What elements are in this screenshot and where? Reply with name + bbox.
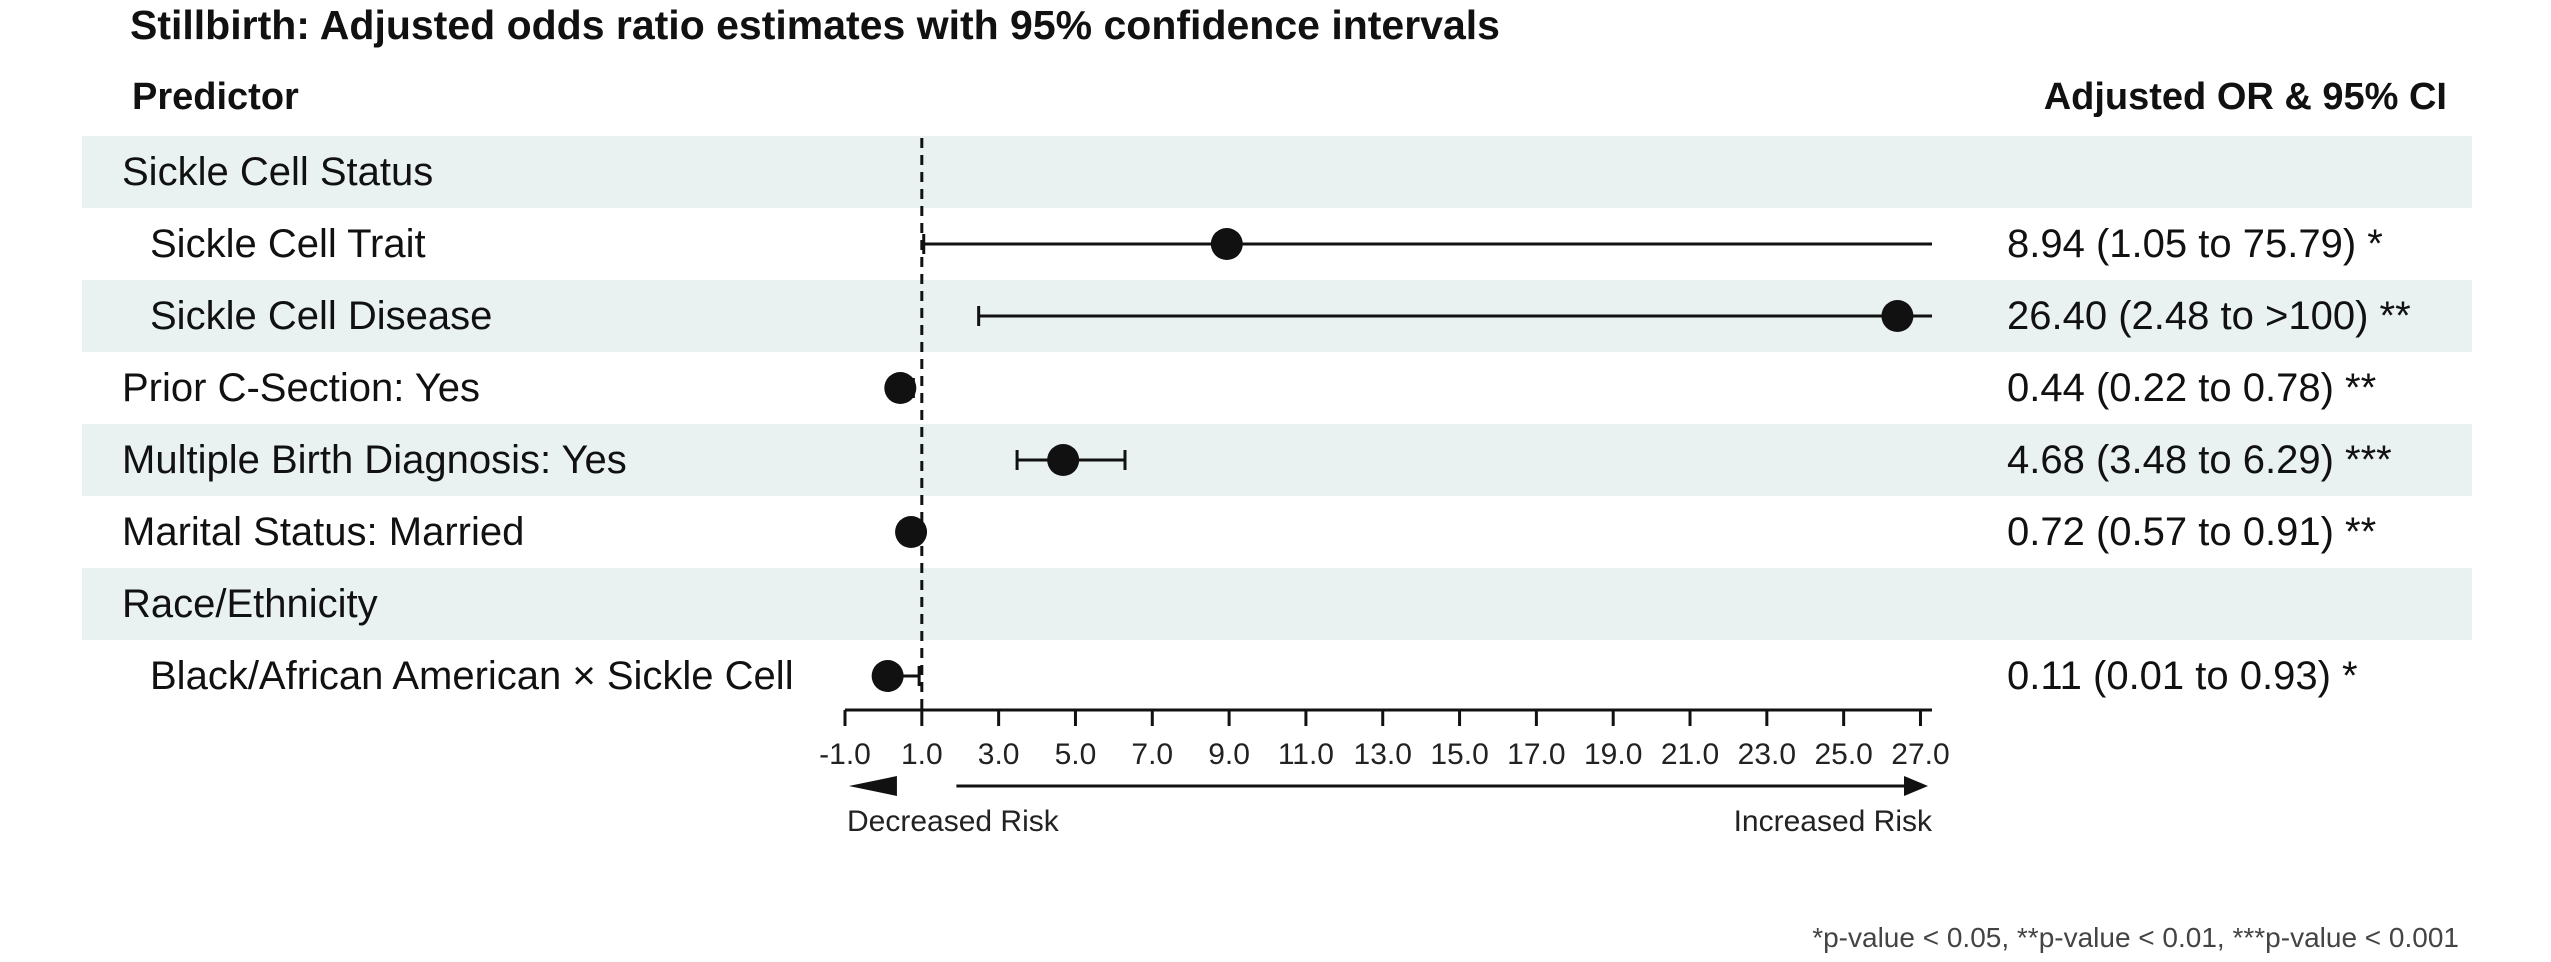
row-estimate: 0.44 (0.22 to 0.78) ** <box>2007 366 2377 410</box>
row-label: Sickle Cell Status <box>122 150 434 194</box>
point-estimate <box>895 516 928 548</box>
row-estimate: 8.94 (1.05 to 75.79) * <box>2007 222 2383 266</box>
point-estimate <box>1047 444 1080 476</box>
x-tick-label: 1.0 <box>901 738 943 771</box>
table-row: Sickle Cell Disease 26.40 (2.48 to >100) … <box>82 280 2472 352</box>
table-row: Prior C-Section: Yes 0.44 (0.22 to 0.78) … <box>82 352 2472 424</box>
row-label: Black/African American × Sickle Cell <box>150 654 794 698</box>
decreased-risk-label: Decreased Risk <box>847 805 1060 838</box>
point-estimate <box>1881 300 1914 332</box>
x-tick-label: 7.0 <box>1131 738 1173 771</box>
x-tick-label: 27.0 <box>1891 738 1949 771</box>
row-label: Sickle Cell Trait <box>150 222 426 266</box>
x-tick-label: 11.0 <box>1278 738 1334 771</box>
decreased-risk-arrowhead <box>848 776 897 796</box>
row-label: Marital Status: Married <box>122 510 525 554</box>
forest-table: Sickle Cell Status Sickle Cell Trait 8.94 … <box>82 136 2472 712</box>
x-tick-label: 5.0 <box>1055 738 1097 771</box>
table-row: Black/African American × Sickle Cell 0.11… <box>82 640 2472 712</box>
x-tick-label: 3.0 <box>978 738 1020 771</box>
x-tick-label: 23.0 <box>1738 738 1796 771</box>
chart-title: Stillbirth: Adjusted odds ratio estimate… <box>130 2 1500 48</box>
predictor-column-header: Predictor <box>132 76 299 118</box>
table-row: Multiple Birth Diagnosis: Yes 4.68 (3.48 … <box>82 424 2472 496</box>
increased-risk-arrowhead <box>1904 776 1928 796</box>
point-estimate <box>871 660 904 692</box>
x-tick-label: 21.0 <box>1661 738 1719 771</box>
table-row: Marital Status: Married 0.72 (0.57 to 0.9… <box>82 496 2472 568</box>
row-label: Prior C-Section: Yes <box>122 366 480 410</box>
row-label: Sickle Cell Disease <box>150 294 493 338</box>
x-tick-label: 9.0 <box>1208 738 1250 771</box>
x-tick-label: 25.0 <box>1814 738 1872 771</box>
x-tick-label: 17.0 <box>1507 738 1565 771</box>
row-estimate: 0.72 (0.57 to 0.91) ** <box>2007 510 2377 554</box>
table-row: Sickle Cell Trait 8.94 (1.05 to 75.79) * <box>82 208 2472 280</box>
table-row: Race/Ethnicity <box>82 568 2472 640</box>
row-estimate: 4.68 (3.48 to 6.29) *** <box>2007 438 2392 482</box>
row-label: Race/Ethnicity <box>122 582 378 626</box>
x-tick-label: 13.0 <box>1354 738 1412 771</box>
x-tick-label: 15.0 <box>1430 738 1488 771</box>
row-estimate: 26.40 (2.48 to >100) ** <box>2007 294 2411 338</box>
point-estimate <box>1210 228 1243 260</box>
x-tick-label: 19.0 <box>1584 738 1642 771</box>
estimate-column-header: Adjusted OR & 95% CI <box>2043 76 2447 118</box>
x-tick-label: -1.0 <box>819 738 871 771</box>
point-estimate <box>884 372 917 404</box>
increased-risk-label: Increased Risk <box>1734 805 1933 838</box>
significance-footnote: *p-value < 0.05, **p-value < 0.01, ***p-… <box>1812 922 2459 953</box>
table-row: Sickle Cell Status <box>82 136 2472 208</box>
row-label: Multiple Birth Diagnosis: Yes <box>122 438 627 482</box>
row-estimate: 0.11 (0.01 to 0.93) * <box>2007 654 2358 698</box>
